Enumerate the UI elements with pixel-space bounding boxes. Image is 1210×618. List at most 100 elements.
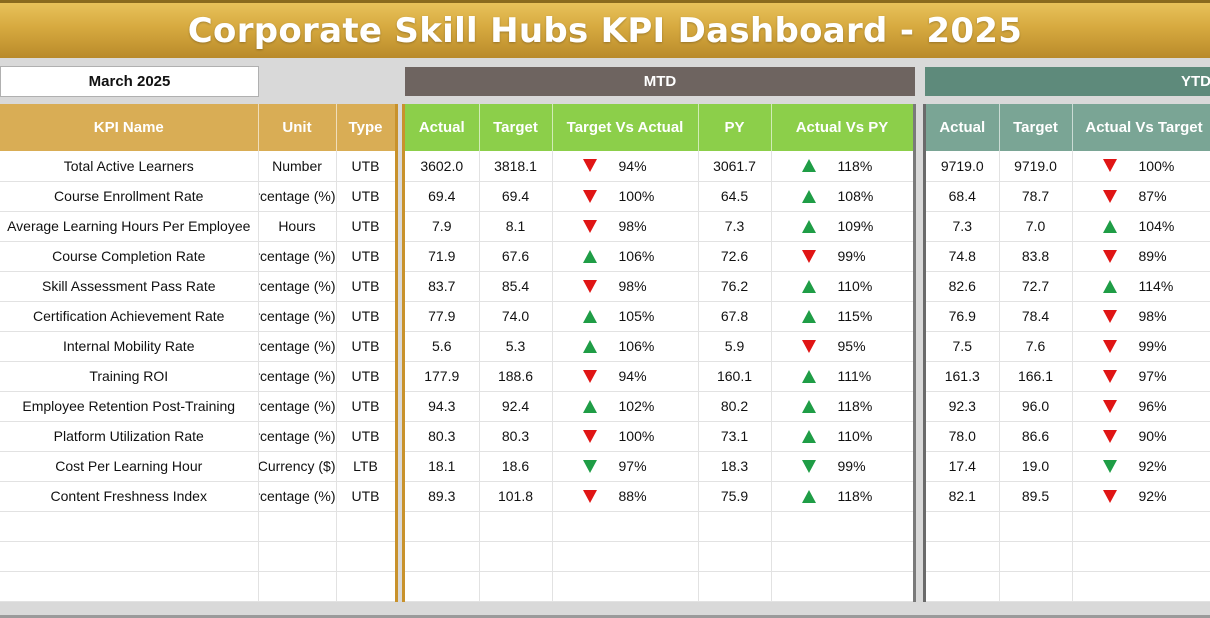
table-row[interactable]: 77.9 74.0 105% 67.8 115%: [405, 301, 913, 332]
table-row[interactable]: 18.1 18.6 97% 18.3 99%: [405, 451, 913, 482]
ytd-panel: Actual Target Actual Vs Target 9719.0 971…: [923, 104, 1210, 602]
status-cell: 108%: [771, 181, 913, 212]
table-row[interactable]: Total Active Learners Number UTB: [0, 151, 395, 182]
unit-cell: Percentage (%): [258, 361, 337, 392]
unit-cell: Currency ($): [258, 451, 337, 482]
col-type[interactable]: Type: [336, 104, 395, 151]
table-row[interactable]: Average Learning Hours Per Employee Hours…: [0, 211, 395, 242]
table-row[interactable]: 76.9 78.4 98%: [926, 301, 1210, 332]
percent-value: 111%: [837, 368, 872, 384]
kpi-panel: KPI Name Unit Type Total Active Learners…: [0, 104, 398, 602]
status-cell: 94%: [552, 361, 699, 392]
col-mtd-actual-vs-py[interactable]: Actual Vs PY: [771, 104, 913, 151]
empty-cell: [0, 511, 259, 542]
mtd-actual-cell: 7.9: [405, 211, 480, 242]
status-cell: 110%: [771, 421, 913, 452]
ytd-actual-cell: 82.1: [926, 481, 1000, 512]
status-cell: 100%: [552, 181, 699, 212]
percent-value: 97%: [618, 458, 647, 474]
dashboard-title: Corporate Skill Hubs KPI Dashboard - 202…: [187, 10, 1023, 51]
table-row[interactable]: 17.4 19.0 92%: [926, 451, 1210, 482]
empty-cell: [479, 571, 553, 602]
table-row[interactable]: 7.9 8.1 98% 7.3 109%: [405, 211, 913, 242]
status-cell: 102%: [552, 391, 699, 422]
col-ytd-actual[interactable]: Actual: [926, 104, 1000, 151]
table-row[interactable]: 89.3 101.8 88% 75.9 118%: [405, 481, 913, 512]
col-kpi-name[interactable]: KPI Name: [0, 104, 259, 151]
table-row[interactable]: 7.5 7.6 99%: [926, 331, 1210, 362]
table-row[interactable]: 9719.0 9719.0 100%: [926, 151, 1210, 182]
table-row[interactable]: 71.9 67.6 106% 72.6 99%: [405, 241, 913, 272]
mtd-target-cell: 85.4: [479, 271, 553, 302]
table-row[interactable]: 78.0 86.6 90%: [926, 421, 1210, 452]
percent-value: 98%: [1138, 308, 1167, 324]
status-cell: 99%: [771, 241, 913, 272]
empty-cell: [258, 571, 337, 602]
table-row[interactable]: Skill Assessment Pass RatePercentage (%)…: [0, 271, 395, 302]
ytd-target-cell: 7.0: [999, 211, 1073, 242]
ytd-actual-cell: 82.6: [926, 271, 1000, 302]
arrow-down-icon: [1102, 249, 1117, 263]
table-row[interactable]: Content Freshness IndexPercentage (%)UTB: [0, 481, 395, 512]
col-mtd-py[interactable]: PY: [698, 104, 772, 151]
arrow-up-icon: [801, 279, 816, 293]
percent-value: 98%: [618, 278, 647, 294]
table-row[interactable]: 161.3 166.1 97%: [926, 361, 1210, 392]
table-row[interactable]: 83.7 85.4 98% 76.2 110%: [405, 271, 913, 302]
percent-value: 89%: [1138, 248, 1167, 264]
table-row[interactable]: Cost Per Learning Hour Currency ($) LTB: [0, 451, 395, 482]
kpi-name-cell: Cost Per Learning Hour: [0, 451, 259, 482]
type-cell: UTB: [336, 181, 395, 212]
table-row[interactable]: Training ROIPercentage (%)UTB: [0, 361, 395, 392]
percent-value: 99%: [1138, 338, 1167, 354]
ytd-section-header: YTD: [925, 67, 1210, 96]
kpi-name-cell: Platform Utilization Rate: [0, 421, 259, 452]
ytd-actual-cell: 68.4: [926, 181, 1000, 212]
col-ytd-target[interactable]: Target: [999, 104, 1073, 151]
col-unit[interactable]: Unit: [258, 104, 337, 151]
table-row[interactable]: Platform Utilization RatePercentage (%)U…: [0, 421, 395, 452]
table-row[interactable]: 92.3 96.0 96%: [926, 391, 1210, 422]
type-cell: UTB: [336, 211, 395, 242]
type-cell: UTB: [336, 361, 395, 392]
mtd-actual-cell: 77.9: [405, 301, 480, 332]
table-row[interactable]: Employee Retention Post-TrainingPercenta…: [0, 391, 395, 422]
arrow-down-icon: [1102, 429, 1117, 443]
empty-cell: [926, 541, 1000, 572]
table-row[interactable]: 177.9 188.6 94% 160.1 111%: [405, 361, 913, 392]
table-row[interactable]: Internal Mobility RatePercentage (%)UTB: [0, 331, 395, 362]
type-cell: UTB: [336, 241, 395, 272]
status-cell: 87%: [1072, 181, 1210, 212]
ytd-target-cell: 19.0: [999, 451, 1073, 482]
col-mtd-actual[interactable]: Actual: [405, 104, 480, 151]
table-row[interactable]: 74.8 83.8 89%: [926, 241, 1210, 272]
table-row[interactable]: 7.3 7.0 104%: [926, 211, 1210, 242]
table-row[interactable]: 94.3 92.4 102% 80.2 118%: [405, 391, 913, 422]
percent-value: 100%: [1138, 157, 1175, 174]
table-row[interactable]: 5.6 5.3 106% 5.9 95%: [405, 331, 913, 362]
month-selector[interactable]: March 2025: [0, 66, 259, 97]
kpi-name-cell: Content Freshness Index: [0, 481, 259, 512]
ytd-target-cell: 89.5: [999, 481, 1073, 512]
table-row[interactable]: 68.4 78.7 87%: [926, 181, 1210, 212]
percent-value: 118%: [837, 157, 873, 174]
type-cell: UTB: [336, 481, 395, 512]
unit-text: Percentage (%): [258, 488, 336, 504]
empty-cell: [1072, 571, 1210, 602]
py-cell: 73.1: [698, 421, 772, 452]
col-mtd-target-vs-actual[interactable]: Target Vs Actual: [552, 104, 699, 151]
table-row[interactable]: 69.4 69.4 100% 64.5 108%: [405, 181, 913, 212]
empty-row: [0, 541, 395, 572]
col-mtd-target[interactable]: Target: [479, 104, 553, 151]
col-ytd-actual-vs-target[interactable]: Actual Vs Target: [1072, 104, 1210, 151]
table-row[interactable]: 82.6 72.7 114%: [926, 271, 1210, 302]
percent-value: 105%: [618, 308, 655, 324]
table-row[interactable]: 3602.0 3818.1 94% 3061.7 118%: [405, 151, 913, 182]
status-cell: 89%: [1072, 241, 1210, 272]
table-row[interactable]: Certification Achievement RatePercentage…: [0, 301, 395, 332]
table-row[interactable]: 82.1 89.5 92%: [926, 481, 1210, 512]
table-row[interactable]: Course Completion RatePercentage (%)UTB: [0, 241, 395, 272]
empty-row: [405, 571, 913, 602]
table-row[interactable]: 80.3 80.3 100% 73.1 110%: [405, 421, 913, 452]
table-row[interactable]: Course Enrollment RatePercentage (%)UTB: [0, 181, 395, 212]
